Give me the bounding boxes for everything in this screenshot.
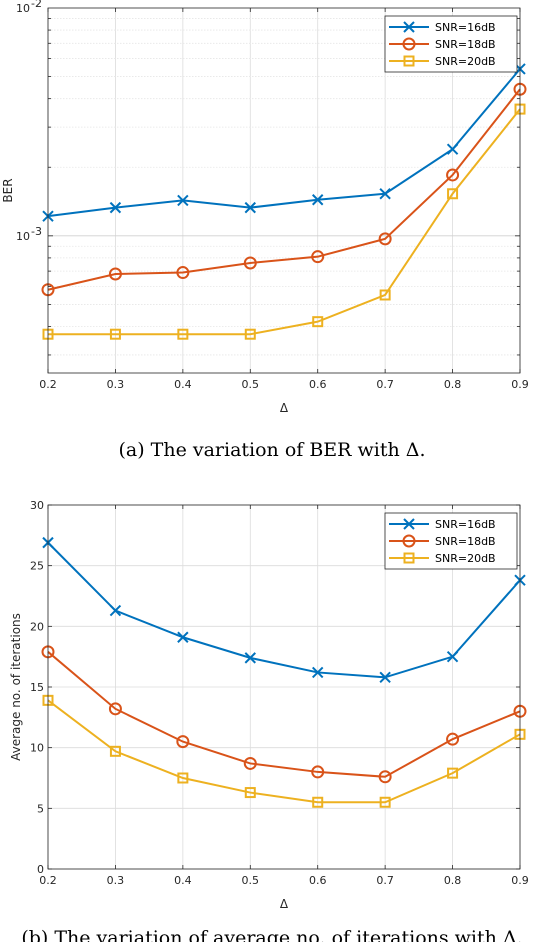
ber-x-axis-label: Δ bbox=[280, 401, 289, 415]
ber-ticks: 0.2 0.3 0.4 0.5 0.6 0.7 0.8 0.910-310-2 bbox=[16, 0, 529, 391]
data-point bbox=[244, 652, 256, 664]
data-point bbox=[447, 188, 459, 200]
x-tick-label: 0.5 bbox=[242, 874, 260, 887]
legend-entry: SNR=18dB bbox=[435, 38, 496, 51]
data-point bbox=[312, 666, 324, 679]
data-point bbox=[379, 188, 391, 200]
x-tick-label: 0.2 bbox=[39, 874, 57, 887]
y-tick-label: 30 bbox=[30, 499, 44, 512]
x-tick-label: 0.4 bbox=[174, 874, 192, 887]
data-point bbox=[177, 328, 189, 340]
x-tick-label: 0.4 bbox=[174, 378, 192, 391]
data-point bbox=[378, 770, 392, 784]
series-line-0 bbox=[47, 541, 521, 679]
ber-chart-caption: (a) The variation of BER with Δ. bbox=[118, 439, 425, 461]
x-tick-label: 0.6 bbox=[309, 378, 327, 391]
data-point bbox=[379, 289, 391, 301]
y-tick-label: 10 bbox=[16, 230, 30, 243]
x-tick-label: 0.8 bbox=[444, 378, 462, 391]
data-point bbox=[379, 671, 391, 684]
series-line-0 bbox=[47, 68, 521, 218]
data-point bbox=[176, 266, 190, 280]
x-tick-label: 0.5 bbox=[242, 378, 260, 391]
x-tick-label: 0.3 bbox=[107, 378, 125, 391]
data-point bbox=[311, 765, 325, 779]
y-tick-label: 10 bbox=[16, 2, 30, 15]
data-point bbox=[312, 194, 324, 206]
legend-entry: SNR=18dB bbox=[435, 535, 496, 548]
data-point bbox=[109, 745, 121, 757]
data-point bbox=[312, 796, 324, 808]
data-point bbox=[311, 250, 325, 264]
data-point bbox=[446, 143, 459, 155]
series-line-1 bbox=[47, 651, 521, 778]
data-point bbox=[244, 328, 256, 340]
data-point bbox=[243, 756, 257, 770]
data-point bbox=[244, 201, 256, 214]
legend-marker bbox=[403, 55, 415, 67]
x-tick-label: 0.9 bbox=[511, 378, 529, 391]
data-point bbox=[446, 732, 460, 746]
x-tick-label: 0.8 bbox=[444, 874, 462, 887]
y-tick-label: 5 bbox=[37, 802, 44, 815]
ber-legend: SNR=16dB SNR=18dB SNR=20dB bbox=[384, 15, 518, 73]
iterations-legend: SNR=16dB SNR=18dB SNR=20dB bbox=[384, 512, 518, 570]
data-point bbox=[379, 796, 391, 808]
data-point bbox=[109, 604, 122, 617]
iterations-ticks: 0.2 0.3 0.4 0.5 0.6 0.7 0.8 0.9 0 5 10 15 20 25 30 bbox=[30, 499, 529, 887]
iterations-x-axis-label: Δ bbox=[280, 897, 289, 911]
series-line-1 bbox=[47, 88, 521, 291]
y-tick-label: 20 bbox=[30, 620, 44, 633]
series-line-2 bbox=[47, 699, 521, 804]
ber-chart: 0.2 0.3 0.4 0.5 0.6 0.7 0.8 0.910-310-2 BER Δ S… bbox=[1, 0, 529, 461]
ber-y-axis-label: BER bbox=[1, 178, 15, 202]
data-point bbox=[108, 267, 122, 281]
legend-entry: SNR=16dB bbox=[435, 21, 496, 34]
data-point bbox=[446, 168, 460, 182]
data-point bbox=[109, 201, 122, 214]
y-tick-label: 25 bbox=[30, 560, 44, 573]
legend-entry: SNR=20dB bbox=[435, 55, 496, 68]
legend-marker bbox=[402, 534, 416, 548]
x-tick-label: 0.7 bbox=[376, 378, 394, 391]
data-point bbox=[244, 787, 256, 799]
iterations-chart-caption: (b) The variation of average no. of iter… bbox=[21, 927, 522, 942]
iterations-chart: 0.2 0.3 0.4 0.5 0.6 0.7 0.8 0.9 0 5 10 15 20 25 30 Ave… bbox=[9, 499, 529, 942]
ber-series-layer bbox=[41, 63, 527, 340]
x-tick-label: 0.3 bbox=[107, 874, 125, 887]
y-tick-exponent: -2 bbox=[31, 0, 42, 10]
x-tick-label: 0.2 bbox=[39, 378, 57, 391]
iterations-series-layer bbox=[41, 536, 527, 808]
y-tick-label: 10 bbox=[30, 742, 44, 755]
series-line-2 bbox=[48, 108, 521, 336]
y-tick-exponent: -3 bbox=[31, 225, 42, 238]
data-point bbox=[177, 631, 189, 643]
legend-entry: SNR=16dB bbox=[435, 518, 496, 531]
y-tick-label: 0 bbox=[37, 863, 44, 876]
data-point bbox=[176, 735, 190, 749]
data-point bbox=[108, 702, 122, 716]
data-point bbox=[177, 772, 189, 784]
data-point bbox=[177, 194, 189, 207]
legend-marker bbox=[403, 552, 415, 564]
data-point bbox=[378, 232, 392, 246]
data-point bbox=[447, 767, 459, 779]
legend-entry: SNR=20dB bbox=[435, 552, 496, 565]
data-point bbox=[109, 328, 121, 340]
data-point bbox=[312, 316, 324, 328]
iterations-y-axis-label: Average no. of iterations bbox=[9, 613, 23, 761]
data-point bbox=[446, 650, 459, 663]
legend-marker bbox=[403, 518, 415, 530]
legend-marker bbox=[402, 37, 416, 51]
legend-marker bbox=[403, 21, 415, 33]
x-tick-label: 0.7 bbox=[376, 874, 394, 887]
x-tick-label: 0.9 bbox=[511, 874, 529, 887]
data-point bbox=[243, 256, 257, 270]
ber-plot-frame bbox=[47, 7, 521, 374]
y-tick-label: 15 bbox=[30, 681, 44, 694]
x-tick-label: 0.6 bbox=[309, 874, 327, 887]
